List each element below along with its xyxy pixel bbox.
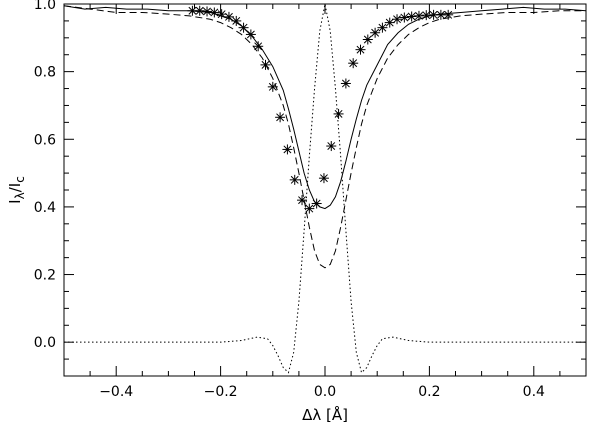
asterisk-marker: [238, 22, 249, 33]
asterisk-marker: [362, 34, 373, 45]
y-axis-title-main: I: [6, 199, 24, 203]
asterisk-marker: [297, 195, 308, 206]
tick-layer: [63, 3, 587, 377]
asterisk-marker: [370, 27, 381, 38]
asterisk-marker: [275, 112, 286, 123]
asterisk-marker: [202, 6, 213, 17]
y-axis-title-sub-lambda: λ: [13, 192, 27, 199]
asterisk-marker: [216, 9, 227, 20]
series-layer: [64, 4, 586, 374]
asterisk-marker: [231, 15, 242, 26]
marker-layer: [187, 5, 454, 214]
y-axis-title: Iλ/Ic: [6, 176, 27, 204]
tick-label-layer: −0.4 −0.2 0.0 0.2 0.4 0.0 0.2 0.4 0.6 0.8 1.0: [34, 0, 545, 400]
asterisk-marker: [355, 44, 366, 55]
asterisk-marker: [260, 59, 271, 70]
y-tick-label: 0.6: [34, 132, 56, 148]
asterisk-marker: [209, 7, 220, 18]
y-tick-label: 0.0: [34, 335, 56, 351]
x-tick-label: −0.2: [204, 384, 238, 400]
asterisk-marker: [253, 41, 264, 52]
dashed-profile-line: [64, 5, 586, 269]
y-tick-label: 0.2: [34, 268, 56, 284]
y-tick-label: 0.8: [34, 65, 56, 81]
dotted-profile-line: [64, 4, 586, 374]
x-tick-label: −0.4: [99, 384, 133, 400]
y-axis-title-sub-c: c: [13, 176, 27, 183]
asterisk-marker: [267, 81, 278, 92]
asterisk-marker: [311, 198, 322, 209]
asterisk-marker: [194, 5, 205, 16]
asterisk-marker: [340, 78, 351, 89]
x-tick-label: 0.4: [523, 384, 545, 400]
asterisk-marker: [377, 22, 388, 33]
y-tick-label: 1.0: [34, 0, 56, 13]
asterisk-marker: [399, 12, 410, 23]
asterisk-marker: [413, 10, 424, 21]
plot-frame: [63, 3, 587, 377]
y-axis-title-slash: /I: [6, 183, 24, 192]
asterisk-marker: [304, 203, 315, 214]
asterisk-marker: [326, 141, 337, 152]
asterisk-marker: [443, 9, 454, 20]
y-tick-label: 0.4: [34, 200, 56, 216]
x-tick-label: 0.2: [418, 384, 440, 400]
asterisk-marker: [282, 144, 293, 155]
asterisk-marker: [348, 58, 359, 69]
asterisk-marker: [333, 108, 344, 119]
asterisk-marker: [406, 11, 417, 22]
asterisk-marker: [245, 29, 256, 40]
asterisk-marker: [384, 17, 395, 28]
asterisk-marker: [289, 174, 300, 185]
asterisk-marker: [392, 14, 403, 25]
asterisk-marker: [318, 173, 329, 184]
x-tick-label: 0.0: [314, 384, 336, 400]
x-axis-title: Δλ [Å]: [302, 405, 348, 424]
asterisk-marker: [223, 11, 234, 22]
